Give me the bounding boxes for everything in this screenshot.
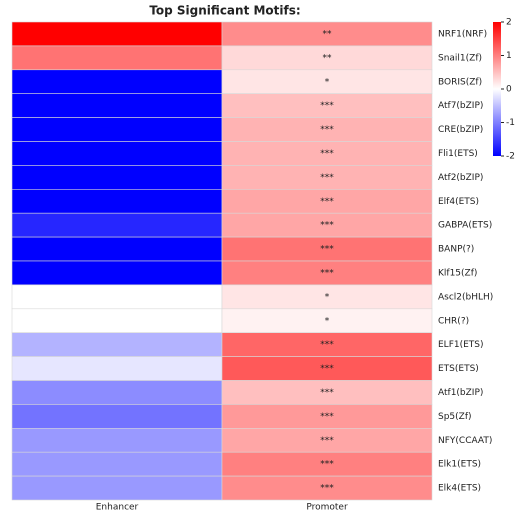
colorbar-tick-label: -1 <box>506 118 515 128</box>
heatmap-cell <box>11 69 223 95</box>
heatmap-cell <box>11 93 223 118</box>
heatmap-cell <box>11 404 223 429</box>
heatmap-cell <box>11 332 223 357</box>
significance-label: ** <box>323 53 333 63</box>
y-tick-label: Elf4(ETS) <box>438 197 479 207</box>
colorbar-tick-label: 1 <box>506 51 512 61</box>
heatmap-cell <box>11 380 223 405</box>
y-tick-label: BANP(?) <box>438 245 474 255</box>
significance-label: *** <box>320 197 334 207</box>
significance-label: *** <box>320 388 334 398</box>
significance-label: *** <box>320 101 334 111</box>
significance-label: * <box>325 316 330 326</box>
heatmap-cell <box>11 356 223 381</box>
y-tick-label: ETS(ETS) <box>438 364 479 374</box>
heatmap-cell <box>11 475 223 501</box>
colorbar <box>493 22 501 156</box>
significance-label: *** <box>320 340 334 350</box>
heatmap-cell <box>11 427 223 453</box>
chart-title: Top Significant Motifs: <box>149 4 300 18</box>
significance-label: *** <box>320 460 334 470</box>
y-tick-label: CRE(bZIP) <box>438 125 483 135</box>
significance-label: * <box>325 77 330 87</box>
heatmap-cell <box>221 475 433 501</box>
y-tick-label: Atf1(bZIP) <box>438 388 483 398</box>
colorbar-tick-label: -2 <box>506 152 515 162</box>
significance-label: *** <box>320 364 334 374</box>
significance-label: *** <box>320 245 334 255</box>
y-tick-label: BORIS(Zf) <box>438 77 482 87</box>
x-tick-label: Promoter <box>306 503 348 513</box>
heatmap-cell <box>11 308 223 333</box>
significance-label: *** <box>320 436 334 446</box>
heatmap-cell <box>11 212 223 238</box>
significance-label: *** <box>320 173 334 183</box>
y-tick-label: Atf2(bZIP) <box>438 173 483 183</box>
y-tick-label: GABPA(ETS) <box>438 221 492 231</box>
colorbar-tick-label: 2 <box>506 18 512 28</box>
heatmap-cell <box>11 189 223 214</box>
y-tick-label: Klf15(Zf) <box>438 268 477 278</box>
significance-label: *** <box>320 221 334 231</box>
heatmap-cell <box>11 165 223 190</box>
y-tick-label: Sp5(Zf) <box>438 412 472 422</box>
heatmap-cell <box>11 117 223 142</box>
heatmap-cell <box>11 236 223 262</box>
heatmap-cell <box>11 45 223 71</box>
x-tick-label: Enhancer <box>96 503 139 513</box>
significance-label: *** <box>320 268 334 278</box>
y-tick-label: Atf7(bZIP) <box>438 101 483 111</box>
y-tick-label: Fli1(ETS) <box>438 149 478 159</box>
heatmap-cell <box>11 451 223 477</box>
y-tick-label: Ascl2(bHLH) <box>438 292 493 302</box>
y-tick-label: Elk4(ETS) <box>438 484 481 494</box>
heatmap-cell <box>11 21 223 47</box>
y-tick-label: CHR(?) <box>438 316 469 326</box>
y-tick-label: NRF1(NRF) <box>438 29 487 39</box>
colorbar-tick-label: 0 <box>506 85 512 95</box>
significance-label: ** <box>323 29 333 39</box>
y-tick-label: NFY(CCAAT) <box>438 436 492 446</box>
significance-label: * <box>325 292 330 302</box>
y-tick-label: ELF1(ETS) <box>438 340 484 350</box>
significance-label: *** <box>320 125 334 135</box>
heatmap-cell <box>11 284 223 310</box>
significance-label: *** <box>320 412 334 422</box>
significance-label: *** <box>320 149 334 159</box>
heatmap-cell <box>11 260 223 286</box>
significance-label: *** <box>320 484 334 494</box>
y-tick-label: Snail1(Zf) <box>438 53 482 63</box>
y-tick-label: Elk1(ETS) <box>438 460 481 470</box>
heatmap-cell <box>11 141 223 166</box>
